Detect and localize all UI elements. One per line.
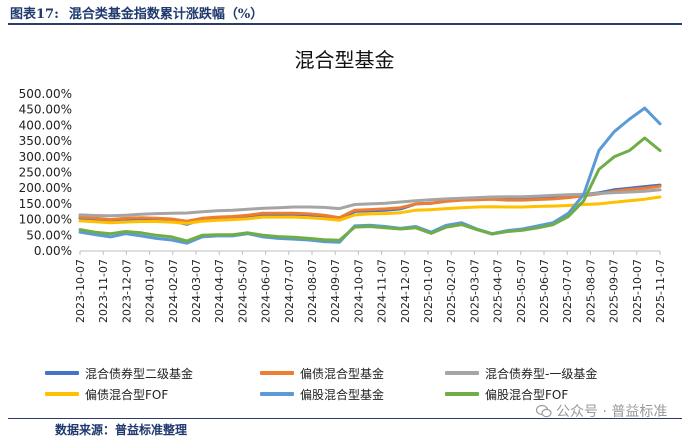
legend-item-0: 混合债券型二级基金 (45, 364, 193, 382)
series-line-3 (78, 195, 662, 225)
x-tick-label: 2024-01-07 (144, 259, 157, 323)
series-lines (78, 106, 662, 245)
y-tick-labels: 0.00% 50.00%100.00% 150.00% 200.00%250.00% 3… (19, 87, 72, 258)
y-tick-label: 50.00% (26, 228, 72, 242)
data-source: 数据来源：普益标准整理 (55, 423, 188, 437)
y-tick-label: 450.00% (19, 103, 72, 117)
x-tick-label: 2024-11-07 (376, 259, 389, 323)
y-tick-label: 300.00% (19, 150, 72, 164)
legend-swatch-0 (45, 371, 79, 375)
x-tick-label: 2024-08-07 (306, 259, 319, 323)
x-tick-label: 2025-10-07 (631, 259, 644, 323)
x-tick-label: 2023-10-07 (74, 259, 87, 323)
x-tick-label: 2023-11-07 (97, 259, 110, 323)
figure-caption-text: 混合类基金指数累计涨跌幅（%） (68, 7, 264, 22)
header-rule (8, 23, 682, 25)
x-tick-label: 2023-12-07 (120, 259, 133, 323)
wechat-icon (536, 404, 552, 418)
y-tick-label: 500.00% (19, 87, 72, 101)
x-tick-label: 2025-09-07 (608, 259, 621, 323)
x-tick-label: 2024-10-07 (352, 259, 365, 323)
x-tick-label: 2024-06-07 (260, 259, 273, 323)
x-tick-labels: 2023-10-07 2023-11-07 2023-12-07 2024-01-07… (74, 259, 667, 323)
y-tick-label: 200.00% (19, 181, 72, 195)
legend-swatch-3 (45, 392, 79, 396)
x-tick-label: 2024-02-07 (167, 259, 180, 323)
figure-caption: 图表17: 混合类基金指数累计涨跌幅（%） (10, 3, 263, 22)
line-chart: 0.00% 50.00%100.00% 150.00% 200.00%250.00% 3… (19, 87, 667, 323)
x-tick-label: 2025-05-07 (515, 259, 528, 323)
y-tick-label: 0.00% (34, 244, 72, 258)
legend-label-4: 偏股混合型基金 (300, 387, 385, 402)
x-tick-label: 2025-11-07 (654, 259, 667, 323)
series-line-5 (78, 136, 662, 243)
y-tick-label: 400.00% (19, 118, 72, 132)
y-tick-label: 100.00% (19, 213, 72, 227)
x-tick-label: 2024-03-07 (190, 259, 203, 323)
legend-item-4: 偏股混合型基金 (260, 385, 384, 403)
watermark: 公众号 · 普益标准 (536, 401, 667, 421)
x-tick-label: 2024-07-07 (283, 259, 296, 323)
legend-label-1: 偏债混合型基金 (300, 366, 385, 381)
x-tick-label: 2025-06-07 (538, 259, 551, 323)
x-tick-label: 2024-05-07 (236, 259, 249, 323)
footer-rule (8, 418, 682, 419)
x-tick-label: 2024-09-07 (329, 259, 342, 323)
watermark-text: 公众号 · 普益标准 (556, 404, 668, 420)
x-tick-label: 2025-04-07 (492, 259, 505, 323)
x-tick-label: 2024-12-07 (399, 259, 412, 323)
chart-legend: 混合债券型二级基金 偏债混合型基金 混合债券型-一级基金 偏债混合型FOF 偏股… (45, 364, 685, 404)
x-tick-label: 2025-08-07 (584, 259, 597, 323)
legend-item-2: 混合债券型-一级基金 (445, 364, 597, 382)
y-tick-label: 350.00% (19, 134, 72, 148)
x-tick-label: 2025-01-07 (422, 259, 435, 323)
x-tick-label: 2025-03-07 (468, 259, 481, 323)
x-tick-label: 2024-04-07 (213, 259, 226, 323)
legend-label-5: 偏股混合型FOF (485, 387, 569, 402)
chart-axes (79, 250, 661, 255)
legend-item-1: 偏债混合型基金 (260, 364, 384, 382)
legend-swatch-1 (260, 371, 294, 375)
legend-label-2: 混合债券型-一级基金 (485, 366, 598, 381)
legend-swatch-5 (445, 392, 479, 396)
series-line-1 (78, 184, 662, 223)
legend-label-3: 偏债混合型FOF (85, 387, 169, 402)
legend-swatch-2 (445, 371, 479, 375)
y-tick-label: 250.00% (19, 166, 72, 180)
figure-label: 图表17: (10, 7, 59, 22)
chart-title: 混合型基金 (294, 48, 395, 72)
series-line-2 (78, 188, 662, 218)
y-tick-label: 150.00% (19, 197, 72, 211)
legend-label-0: 混合债券型二级基金 (85, 366, 194, 381)
legend-swatch-4 (260, 392, 294, 396)
legend-item-3: 偏债混合型FOF (45, 385, 168, 403)
legend-item-5: 偏股混合型FOF (445, 385, 568, 403)
figure-header: 图表17: 混合类基金指数累计涨跌幅（%） (0, 0, 689, 24)
x-tick-label: 2025-02-07 (445, 259, 458, 323)
x-tick-label: 2025-07-07 (561, 259, 574, 323)
